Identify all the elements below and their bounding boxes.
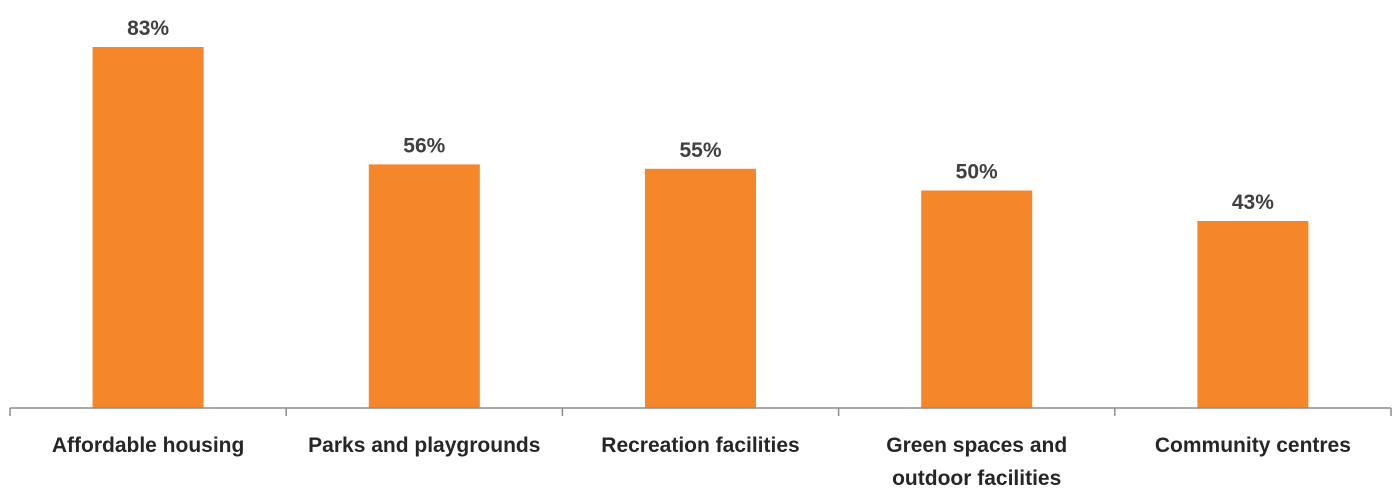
bar-value-label: 50% xyxy=(956,161,998,184)
bars-layer xyxy=(92,47,1309,408)
bar-value-label: 83% xyxy=(127,17,169,40)
x-tick-label: Community centres xyxy=(1155,434,1351,457)
x-tick-label: Affordable housing xyxy=(52,434,245,457)
bar-value-label: 43% xyxy=(1232,191,1274,214)
bar-value-label: 56% xyxy=(403,134,445,157)
x-tick-label: Parks and playgrounds xyxy=(308,434,540,457)
x-tick-label: Green spaces and outdoor facilities xyxy=(886,434,1067,490)
bar xyxy=(92,47,204,408)
x-axis xyxy=(9,407,1392,416)
bar xyxy=(368,164,480,408)
bar xyxy=(645,168,756,408)
bar xyxy=(921,190,1033,408)
bar xyxy=(1197,221,1309,408)
bar-value-label: 55% xyxy=(679,139,721,162)
x-tick-label: Recreation facilities xyxy=(601,434,799,457)
x-tick-labels: Affordable housing Parks and playgrounds R… xyxy=(52,434,1351,490)
value-labels-layer: 83% 56% 55% 50% 43% xyxy=(127,17,1274,214)
